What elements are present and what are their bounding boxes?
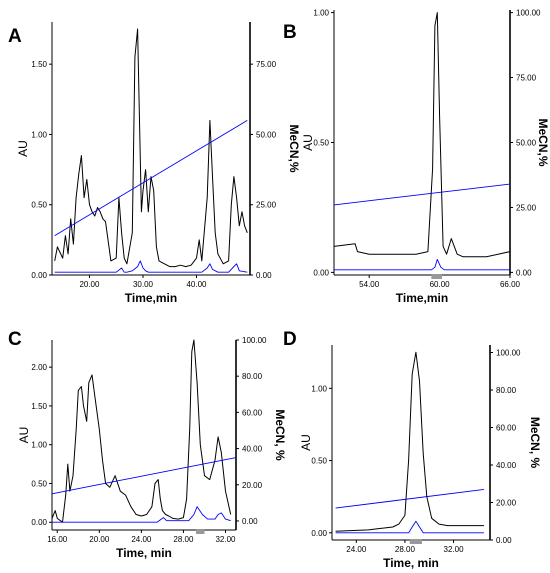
- y-tick-label: 1.00: [311, 384, 327, 393]
- secondary-trace: [54, 260, 248, 273]
- y2-tick-label: 75.00: [516, 74, 537, 83]
- y-tick-label: 1.00: [31, 130, 47, 139]
- y2-tick-label: 80.00: [242, 372, 263, 381]
- x-tick-label: 40.00: [186, 280, 207, 289]
- secondary-trace: [334, 258, 510, 271]
- y-tick-label: 1.50: [31, 402, 47, 411]
- y2-axis-label: MeCN, %: [273, 409, 287, 461]
- secondary-trace: [335, 520, 484, 534]
- absorbance-trace: [333, 12, 511, 258]
- panel-b: B 54.00 60.00 66.00 0.00 0.50 1.00 0.00 25.00 50…: [283, 9, 550, 305]
- y2-axis-label: MeCN,%: [287, 124, 301, 172]
- x-tick-label: 20.00: [79, 280, 100, 289]
- mecn-gradient-line: [54, 120, 248, 236]
- x-axis-label: Time, min: [383, 556, 439, 570]
- panel-letter-d: D: [283, 329, 297, 350]
- y-tick-label: 0.00: [311, 529, 327, 538]
- y-axis-label: AU: [301, 134, 315, 151]
- x-tick-label: 66.00: [500, 280, 521, 289]
- y2-tick-label: 25.00: [256, 201, 277, 210]
- x-tick-label: 24.00: [131, 535, 152, 544]
- x-axis-label: Time, min: [116, 546, 172, 560]
- x-tick-label: 32.00: [444, 545, 465, 554]
- y2-tick-label: 100.00: [496, 349, 521, 358]
- secondary-trace: [52, 506, 231, 523]
- panel-d: D 24.00 28.00 32.00 0.00 0.50 1.00 0.00 20.00 40…: [283, 329, 542, 570]
- y2-tick-label: 20.00: [496, 499, 517, 508]
- mecn-gradient-line: [51, 457, 237, 495]
- y2-tick-label: 50.00: [256, 130, 277, 139]
- mecn-gradient-line: [333, 183, 511, 206]
- y2-tick-label: 0.00: [242, 517, 258, 526]
- y-tick-label: 0.50: [313, 139, 329, 148]
- y-tick-label: 0.50: [311, 457, 327, 466]
- panel-c: C 16.00 20.00 24.00 28.00 32.00 0.00 0.50 1.00 1…: [8, 329, 287, 560]
- y-axis-label: AU: [17, 427, 31, 444]
- y2-tick-label: 60.00: [242, 408, 263, 417]
- y-tick-label: 1.50: [31, 60, 47, 69]
- y2-tick-label: 50.00: [516, 139, 537, 148]
- y2-tick-label: 0.00: [516, 268, 532, 277]
- x-axis-label: Time,min: [125, 291, 177, 305]
- y2-tick-label: 75.00: [256, 60, 277, 69]
- y2-tick-label: 40.00: [496, 461, 517, 470]
- y2-tick-label: 100.00: [516, 9, 541, 18]
- y2-tick-label: 25.00: [516, 203, 537, 212]
- y2-tick-label: 0.00: [256, 271, 272, 280]
- y2-tick-label: 60.00: [496, 424, 517, 433]
- x-tick-label: 28.00: [395, 545, 416, 554]
- x-axis-label: Time,min: [396, 291, 448, 305]
- absorbance-trace: [51, 339, 232, 523]
- y-tick-label: 0.00: [313, 268, 329, 277]
- x-tick-label: 30.00: [133, 280, 154, 289]
- y2-tick-label: 0.00: [496, 536, 512, 545]
- y2-axis-label: MeCN, %: [528, 417, 542, 469]
- y2-tick-label: 100.00: [242, 336, 267, 345]
- x-tick-label: 60.00: [430, 280, 451, 289]
- y-tick-label: 1.00: [31, 441, 47, 450]
- x-tick-label: 20.00: [89, 535, 110, 544]
- y2-tick-label: 80.00: [496, 386, 517, 395]
- fraction-marker: [409, 539, 422, 544]
- y2-tick-label: 40.00: [242, 445, 263, 454]
- y2-axis-label: MeCN,%: [536, 118, 550, 166]
- y-tick-label: 0.50: [31, 201, 47, 210]
- mecn-gradient-line: [335, 488, 484, 509]
- y2-tick-label: 20.00: [242, 481, 263, 490]
- absorbance-trace: [54, 28, 248, 268]
- y-tick-label: 2.00: [31, 363, 47, 372]
- y-axis-label: AU: [16, 140, 30, 157]
- x-tick-label: 32.00: [215, 535, 236, 544]
- y-tick-label: 0.50: [31, 479, 47, 488]
- x-tick-label: 24.00: [346, 545, 367, 554]
- y-axis-label: AU: [299, 434, 313, 451]
- x-tick-label: 54.00: [359, 280, 380, 289]
- x-tick-label: 28.00: [173, 535, 194, 544]
- x-tick-label: 16.00: [47, 535, 68, 544]
- panel-letter-c: C: [8, 329, 22, 350]
- y-tick-label: 0.00: [31, 271, 47, 280]
- panel-letter-b: B: [283, 22, 297, 43]
- absorbance-trace: [335, 351, 484, 532]
- panel-letter-a: A: [8, 26, 22, 47]
- fraction-marker: [431, 274, 442, 279]
- panel-a: A 20.00 30.00 40.00 0.00 0.50 1.00 1.50 0.00 25.…: [8, 22, 301, 305]
- fraction-marker: [196, 529, 205, 534]
- y-tick-label: 1.00: [313, 9, 329, 18]
- y-tick-label: 0.00: [31, 518, 47, 527]
